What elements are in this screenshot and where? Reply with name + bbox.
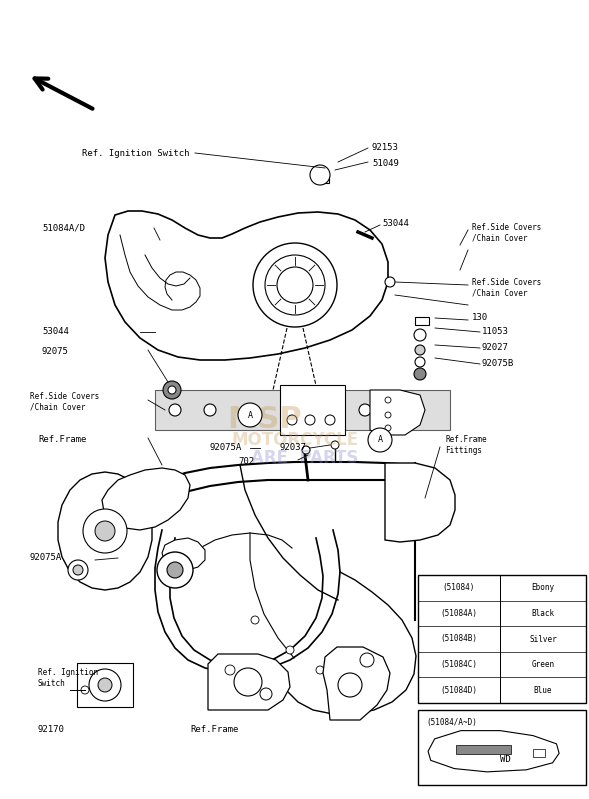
Circle shape xyxy=(234,668,262,696)
Circle shape xyxy=(169,404,181,416)
Polygon shape xyxy=(102,468,190,530)
Text: 92153: 92153 xyxy=(372,144,399,153)
Text: 11053: 11053 xyxy=(482,328,509,336)
Circle shape xyxy=(225,665,235,675)
Circle shape xyxy=(260,688,272,700)
Text: 53044: 53044 xyxy=(382,220,409,229)
Text: 53044: 53044 xyxy=(42,328,69,336)
Text: A: A xyxy=(378,435,382,444)
Circle shape xyxy=(316,666,324,674)
Circle shape xyxy=(331,441,339,449)
Text: (51084C): (51084C) xyxy=(441,660,478,669)
Text: 92075B: 92075B xyxy=(482,360,514,368)
Text: 92170: 92170 xyxy=(38,725,65,734)
Text: 51049: 51049 xyxy=(372,158,399,168)
Text: Blue: Blue xyxy=(534,686,552,694)
Text: Green: Green xyxy=(531,660,555,669)
Circle shape xyxy=(168,386,176,394)
Text: (51084D): (51084D) xyxy=(441,686,478,694)
Text: Ref.Side Covers
/Chain Cover: Ref.Side Covers /Chain Cover xyxy=(472,223,541,243)
Bar xyxy=(317,175,329,183)
Circle shape xyxy=(167,562,183,578)
Circle shape xyxy=(310,165,330,185)
Circle shape xyxy=(83,509,127,553)
Text: Ref. Ignition
Switch: Ref. Ignition Switch xyxy=(38,668,98,688)
Bar xyxy=(533,749,545,757)
Circle shape xyxy=(95,521,115,541)
Text: ARE  PARTS: ARE PARTS xyxy=(252,449,359,467)
Circle shape xyxy=(385,425,391,431)
Text: 92075A: 92075A xyxy=(210,443,242,452)
Circle shape xyxy=(385,412,391,418)
Text: MSP: MSP xyxy=(228,406,302,435)
Bar xyxy=(415,317,429,325)
Polygon shape xyxy=(105,211,388,360)
Text: 702: 702 xyxy=(238,458,254,467)
Text: 51084A/D: 51084A/D xyxy=(42,224,85,233)
Bar xyxy=(456,745,511,753)
Text: Ebony: Ebony xyxy=(531,583,555,592)
Circle shape xyxy=(414,329,426,341)
Circle shape xyxy=(73,565,83,575)
Circle shape xyxy=(81,686,89,694)
Circle shape xyxy=(385,397,391,403)
Circle shape xyxy=(89,669,121,701)
Text: Ref.Side Covers
/Chain Cover: Ref.Side Covers /Chain Cover xyxy=(472,278,541,298)
Polygon shape xyxy=(58,472,152,590)
Polygon shape xyxy=(428,730,559,772)
Circle shape xyxy=(68,560,88,580)
Polygon shape xyxy=(208,654,290,710)
Text: 92027: 92027 xyxy=(482,344,509,352)
Circle shape xyxy=(415,357,425,367)
Bar xyxy=(418,575,586,703)
Text: Black: Black xyxy=(531,609,555,618)
Text: Ref.Frame
Fittings: Ref.Frame Fittings xyxy=(445,435,487,455)
Circle shape xyxy=(305,415,315,425)
Text: (51084): (51084) xyxy=(443,583,475,592)
Circle shape xyxy=(360,653,374,667)
Circle shape xyxy=(302,446,310,454)
Text: Ref.Frame: Ref.Frame xyxy=(190,725,239,734)
Bar xyxy=(155,390,450,430)
Circle shape xyxy=(415,345,425,355)
Polygon shape xyxy=(77,663,133,707)
Circle shape xyxy=(359,404,371,416)
Circle shape xyxy=(324,404,336,416)
Circle shape xyxy=(204,404,216,416)
Text: (51084B): (51084B) xyxy=(441,634,478,643)
Text: 92075A: 92075A xyxy=(30,554,62,562)
Bar xyxy=(280,385,345,435)
Polygon shape xyxy=(323,647,390,720)
Bar xyxy=(418,710,586,785)
Text: A: A xyxy=(247,411,253,419)
Polygon shape xyxy=(370,390,425,435)
Polygon shape xyxy=(162,538,205,570)
Polygon shape xyxy=(385,463,455,542)
Circle shape xyxy=(338,673,362,697)
Text: (51084A): (51084A) xyxy=(441,609,478,618)
Circle shape xyxy=(325,415,335,425)
Text: MOTORCYCLE: MOTORCYCLE xyxy=(231,431,359,449)
Text: Ref. Ignition Switch: Ref. Ignition Switch xyxy=(82,149,190,157)
Text: (51084/A~D): (51084/A~D) xyxy=(426,718,477,727)
Text: 130: 130 xyxy=(472,313,488,323)
Circle shape xyxy=(251,616,259,624)
Circle shape xyxy=(385,277,395,287)
Circle shape xyxy=(157,552,193,588)
Circle shape xyxy=(286,646,294,654)
Circle shape xyxy=(98,678,112,692)
Circle shape xyxy=(163,381,181,399)
Text: Silver: Silver xyxy=(529,634,557,643)
Text: Ref.Frame: Ref.Frame xyxy=(38,435,87,444)
Text: 92075: 92075 xyxy=(42,348,69,356)
Text: Ref.Side Covers
/Chain Cover: Ref.Side Covers /Chain Cover xyxy=(30,392,100,411)
Circle shape xyxy=(414,368,426,380)
Text: 92037: 92037 xyxy=(280,443,307,452)
Circle shape xyxy=(287,415,297,425)
Circle shape xyxy=(238,403,262,427)
Circle shape xyxy=(368,428,392,452)
Text: WD: WD xyxy=(499,756,511,765)
